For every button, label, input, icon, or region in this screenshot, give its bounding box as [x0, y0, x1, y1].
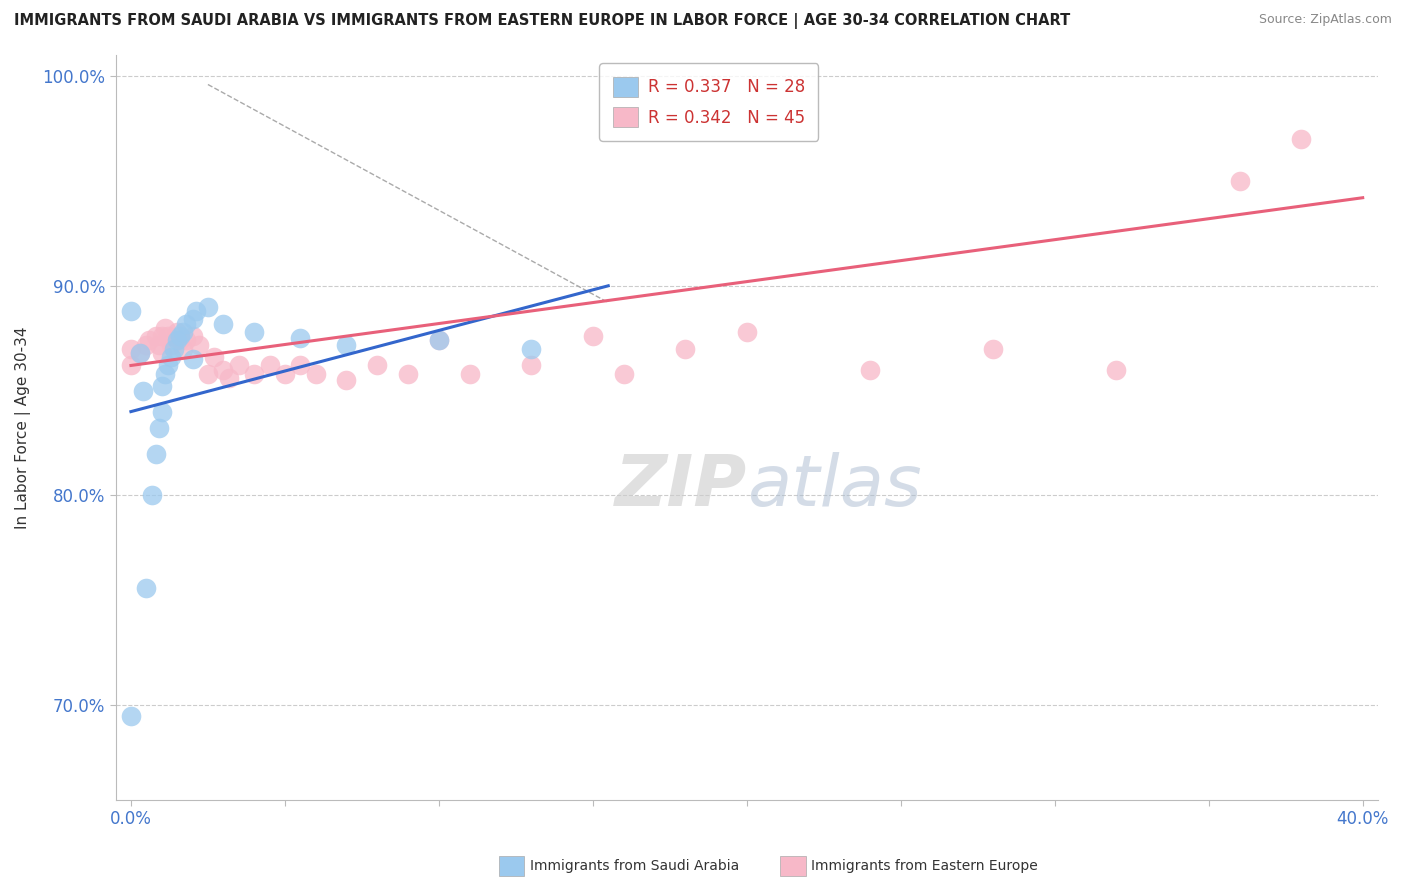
Point: [520, 342, 543, 356]
Point: [132, 384, 155, 398]
Point: [120, 359, 142, 373]
Point: [156, 329, 179, 343]
Point: [366, 359, 388, 373]
Point: [135, 581, 157, 595]
Point: [859, 362, 882, 376]
Point: [172, 325, 194, 339]
Point: [166, 325, 188, 339]
Text: IMMIGRANTS FROM SAUDI ARABIA VS IMMIGRANTS FROM EASTERN EUROPE IN LABOR FORCE | : IMMIGRANTS FROM SAUDI ARABIA VS IMMIGRAN…: [14, 13, 1070, 29]
Point: [181, 312, 204, 326]
Point: [259, 359, 281, 373]
Point: [181, 352, 204, 367]
Point: [427, 334, 450, 348]
Point: [120, 304, 142, 318]
Point: [981, 342, 1004, 356]
Text: Immigrants from Eastern Europe: Immigrants from Eastern Europe: [811, 859, 1038, 873]
Point: [735, 325, 758, 339]
Point: [1105, 362, 1128, 376]
Text: Source: ZipAtlas.com: Source: ZipAtlas.com: [1258, 13, 1392, 27]
Point: [458, 367, 481, 381]
Point: [335, 337, 357, 351]
Point: [396, 367, 419, 381]
Point: [1229, 174, 1251, 188]
Point: [187, 337, 209, 351]
Point: [120, 708, 142, 723]
Point: [613, 367, 636, 381]
Point: [145, 446, 167, 460]
Point: [212, 362, 235, 376]
Point: [145, 329, 167, 343]
Point: [156, 359, 179, 373]
Point: [138, 334, 160, 348]
Point: [153, 320, 176, 334]
Point: [1289, 132, 1312, 146]
Point: [520, 359, 543, 373]
Point: [172, 342, 194, 356]
Point: [176, 317, 198, 331]
Point: [305, 367, 328, 381]
Point: [163, 342, 186, 356]
Point: [290, 359, 312, 373]
Point: [169, 329, 191, 343]
Point: [212, 317, 235, 331]
Point: [197, 300, 219, 314]
Point: [148, 421, 170, 435]
Point: [202, 350, 225, 364]
Point: [290, 331, 312, 345]
Text: ZIP: ZIP: [614, 452, 747, 522]
Point: [243, 367, 266, 381]
Point: [150, 346, 173, 360]
Point: [120, 342, 142, 356]
Point: [150, 379, 173, 393]
Point: [150, 329, 173, 343]
Point: [141, 488, 163, 502]
Point: [169, 334, 191, 348]
Y-axis label: In Labor Force | Age 30-34: In Labor Force | Age 30-34: [15, 326, 31, 529]
Point: [160, 337, 183, 351]
Point: [150, 404, 173, 418]
Point: [135, 337, 157, 351]
Point: [197, 367, 219, 381]
Point: [335, 373, 357, 387]
Point: [184, 304, 207, 318]
Point: [166, 334, 188, 348]
Point: [160, 350, 183, 364]
Point: [673, 342, 696, 356]
Point: [176, 334, 198, 348]
Point: [129, 346, 152, 360]
Point: [243, 325, 266, 339]
Text: Immigrants from Saudi Arabia: Immigrants from Saudi Arabia: [530, 859, 740, 873]
Legend: R = 0.337   N = 28, R = 0.342   N = 45: R = 0.337 N = 28, R = 0.342 N = 45: [599, 63, 818, 141]
Point: [274, 367, 297, 381]
Point: [153, 367, 176, 381]
Point: [218, 371, 240, 385]
Point: [181, 329, 204, 343]
Point: [129, 346, 152, 360]
Point: [228, 359, 250, 373]
Point: [427, 334, 450, 348]
Point: [148, 337, 170, 351]
Text: atlas: atlas: [747, 452, 921, 522]
Point: [582, 329, 605, 343]
